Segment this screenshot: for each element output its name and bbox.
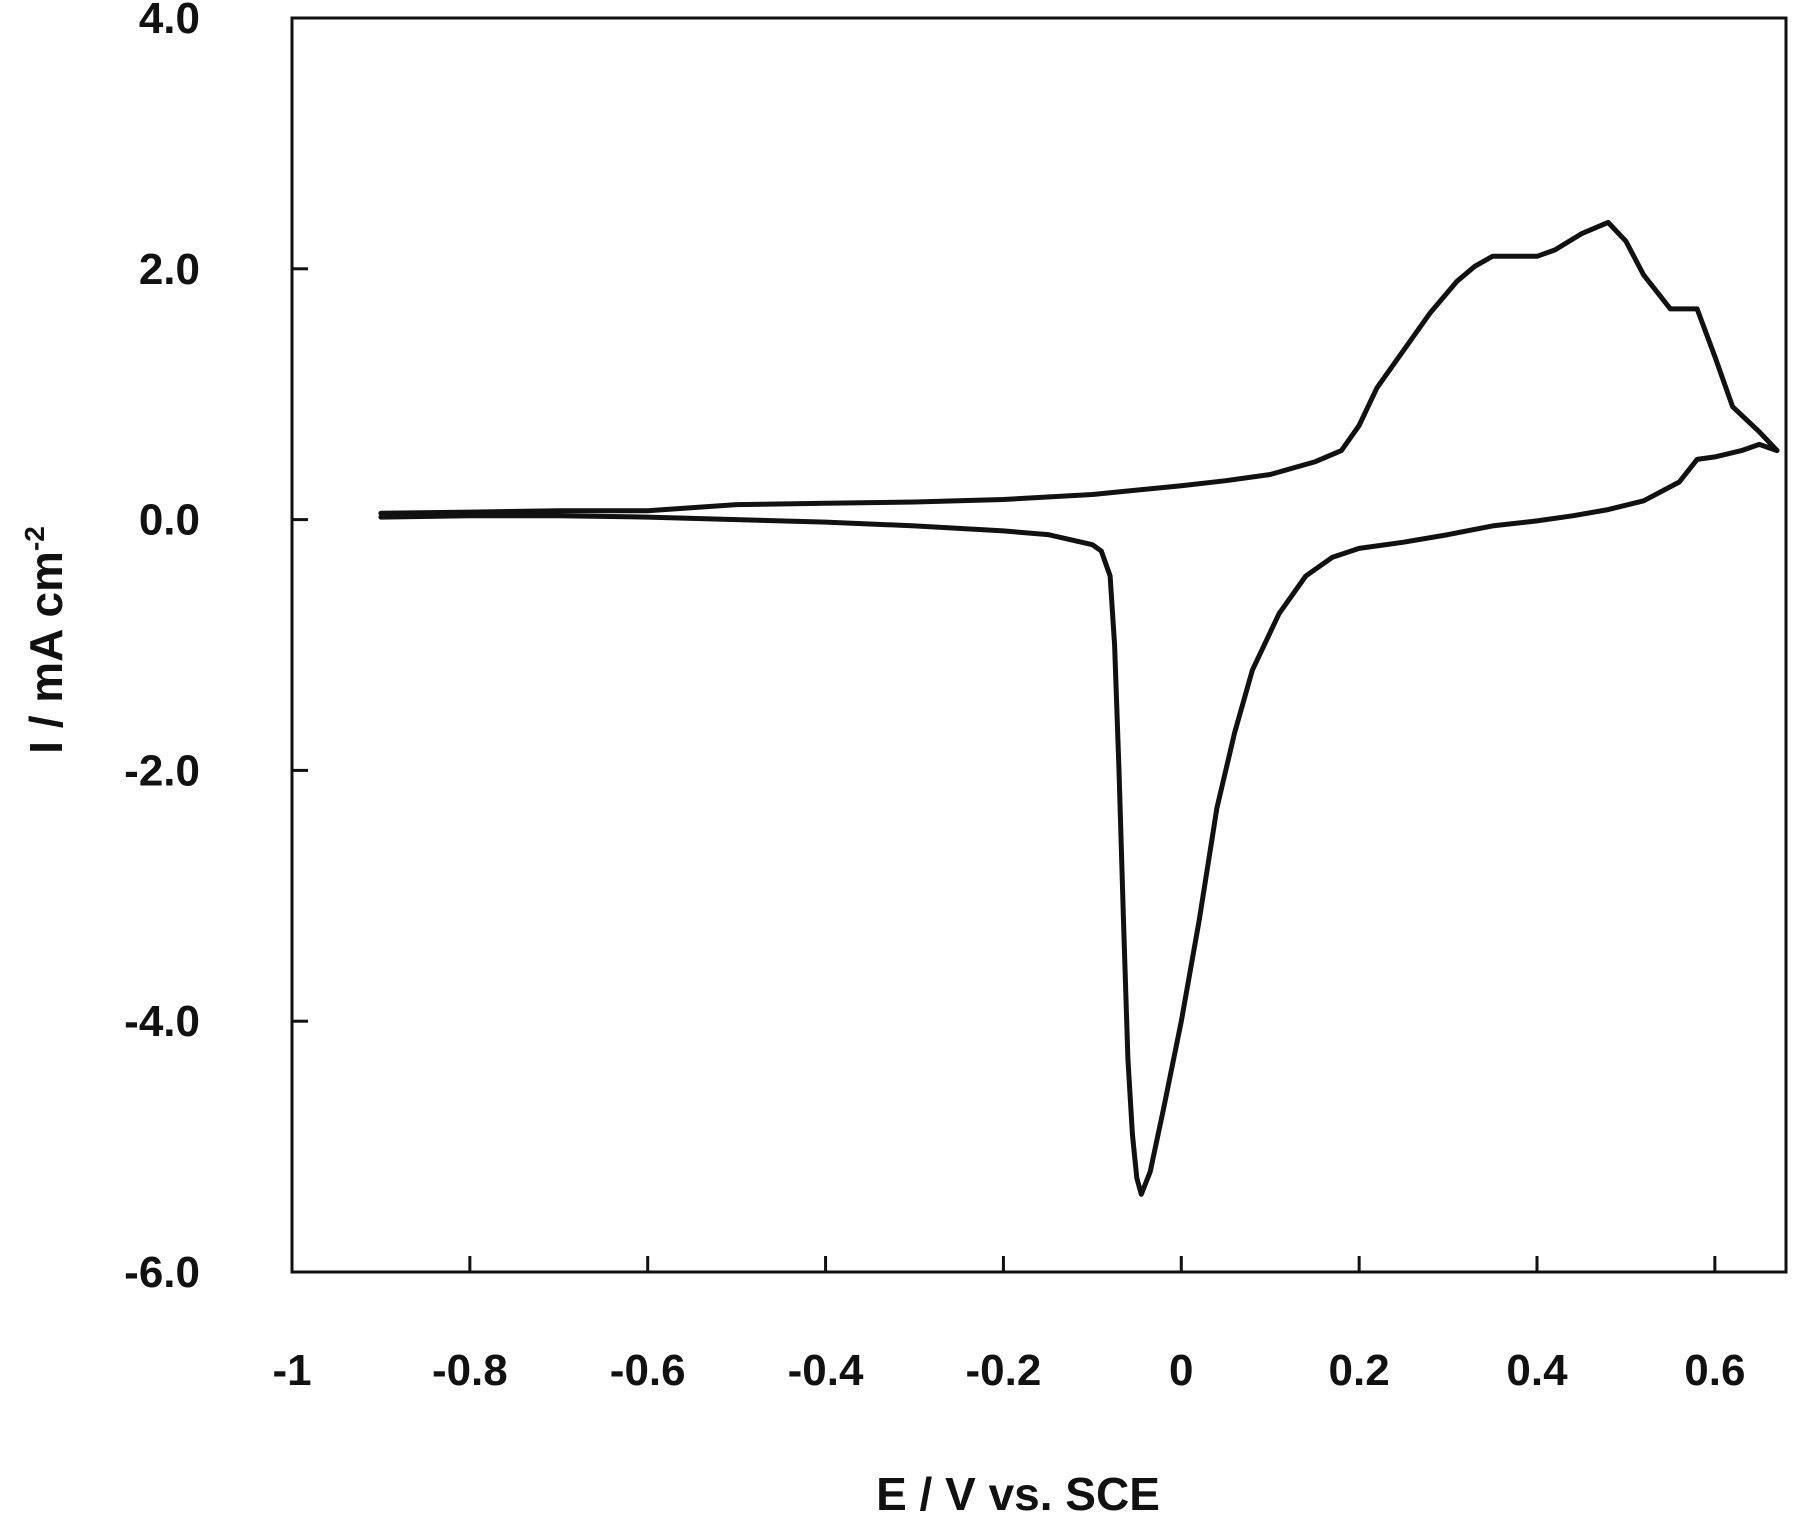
y-tick-label: 2.0	[139, 245, 200, 294]
x-tick-label: -1	[272, 1346, 311, 1395]
series-line	[378, 219, 1780, 1197]
y-tick-label: 4.0	[139, 0, 200, 43]
x-tick-label: 0	[1169, 1346, 1193, 1395]
plot-area-frame	[290, 16, 1788, 1274]
x-tick-label: 0.6	[1684, 1346, 1745, 1395]
x-axis-title: E / V vs. SCE	[876, 1468, 1160, 1520]
x-tick-label: 0.2	[1329, 1346, 1390, 1395]
y-tick-label: 0.0	[139, 496, 200, 545]
x-tick-label: -0.2	[966, 1346, 1042, 1395]
y-axis-ticks	[292, 16, 308, 1274]
y-axis-title: I / mA cm-2	[19, 526, 72, 754]
x-axis-tick-labels: -1 -0.8 -0.6 -0.4 -0.2 0 0.2 0.4 0.6	[272, 1346, 1745, 1395]
x-tick-label: -0.4	[788, 1346, 864, 1395]
y-tick-label: -6.0	[124, 1248, 200, 1297]
x-tick-label: -0.8	[432, 1346, 508, 1395]
y-axis-title-superscript: -2	[19, 526, 50, 551]
y-tick-label: -4.0	[124, 997, 200, 1046]
x-tick-label: -0.6	[610, 1346, 686, 1395]
x-axis-ticks	[290, 1256, 1717, 1272]
x-tick-label: 0.4	[1506, 1346, 1568, 1395]
y-tick-label: -2.0	[124, 746, 200, 795]
y-axis-title-main: I / mA cm	[20, 551, 72, 754]
y-axis-tick-labels: 4.0 2.0 0.0 -2.0 -4.0 -6.0	[124, 0, 200, 1297]
